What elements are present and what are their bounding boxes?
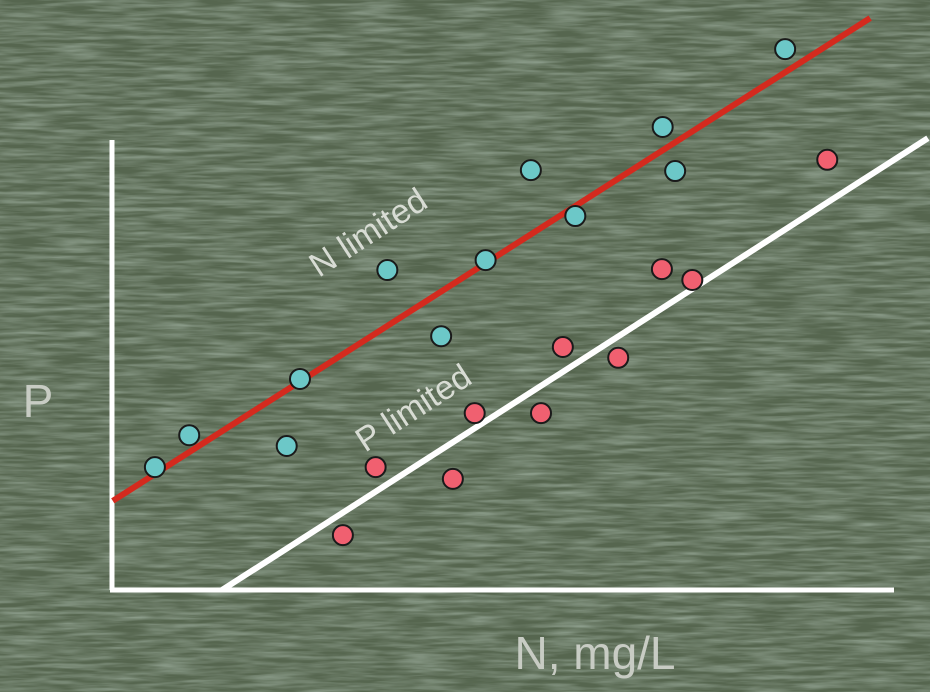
point [288,367,311,390]
point [607,346,630,369]
point [774,38,797,61]
point [474,249,497,272]
point [331,524,354,547]
point [364,456,387,479]
point [551,336,574,358]
point [651,115,674,138]
point [430,325,453,348]
x-axis-label: N, mg/L [514,627,675,679]
point [441,467,464,490]
point [143,456,166,479]
point [275,435,298,457]
point [530,402,552,425]
trend-line [220,135,930,593]
point [376,259,399,282]
point [463,402,486,425]
point [816,148,839,171]
point [564,205,587,228]
point [178,424,201,447]
point [519,159,542,182]
point [664,160,687,183]
y-axis-label: P [23,375,54,427]
point [681,268,704,291]
point [650,258,673,281]
